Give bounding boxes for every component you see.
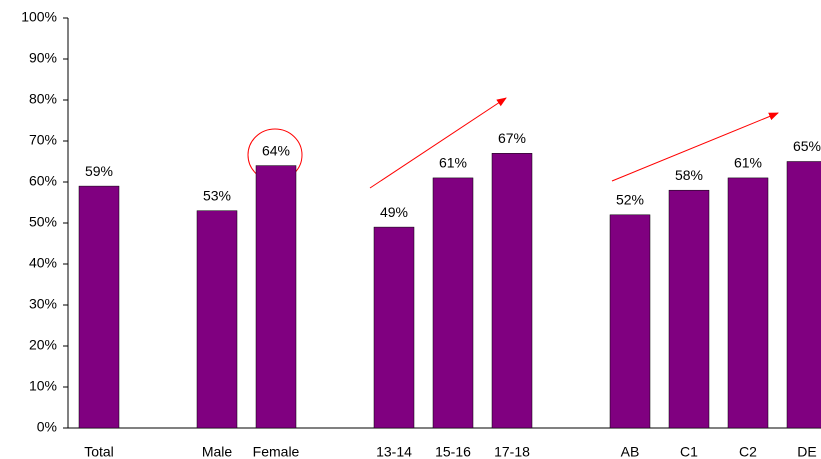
- value-label: 53%: [203, 187, 231, 203]
- value-label: 67%: [498, 130, 526, 146]
- value-label: 65%: [793, 138, 821, 154]
- trend-arrow: [611, 112, 779, 182]
- y-tick-label: 100%: [21, 9, 57, 25]
- value-label: 59%: [85, 163, 113, 179]
- x-tick-label: 17-18: [494, 444, 530, 459]
- x-tick-label: 15-16: [435, 444, 471, 459]
- bar: [786, 161, 821, 429]
- x-tick-label: C2: [739, 444, 757, 459]
- bar: [78, 185, 120, 429]
- bar: [255, 165, 297, 429]
- y-tick-label: 10%: [29, 378, 57, 394]
- trend-arrow: [369, 97, 507, 189]
- x-tick-label: C1: [680, 444, 698, 459]
- y-tick-label: 60%: [29, 173, 57, 189]
- bar: [196, 210, 238, 429]
- y-tick-label: 80%: [29, 91, 57, 107]
- y-tick-label: 90%: [29, 50, 57, 66]
- value-label: 58%: [675, 167, 703, 183]
- bar: [668, 189, 710, 429]
- value-label: 61%: [734, 155, 762, 171]
- value-label: 64%: [262, 142, 290, 158]
- y-tick-label: 40%: [29, 255, 57, 271]
- x-tick-label: 13-14: [376, 444, 412, 459]
- bar: [432, 177, 474, 429]
- y-tick-label: 30%: [29, 296, 57, 312]
- bar: [727, 177, 769, 429]
- x-tick-label: Total: [84, 444, 114, 459]
- y-tick-label: 50%: [29, 214, 57, 230]
- bar: [491, 153, 533, 429]
- bar: [373, 226, 415, 429]
- x-tick-label: DE: [797, 444, 816, 459]
- y-tick-label: 70%: [29, 132, 57, 148]
- value-label: 61%: [439, 155, 467, 171]
- x-tick-label: Female: [253, 444, 300, 459]
- y-tick-label: 20%: [29, 337, 57, 353]
- y-tick-label: 0%: [37, 419, 57, 435]
- value-label: 49%: [380, 204, 408, 220]
- bar: [609, 214, 651, 429]
- value-label: 52%: [616, 192, 644, 208]
- x-tick-label: Male: [202, 444, 233, 459]
- x-tick-label: AB: [621, 444, 640, 459]
